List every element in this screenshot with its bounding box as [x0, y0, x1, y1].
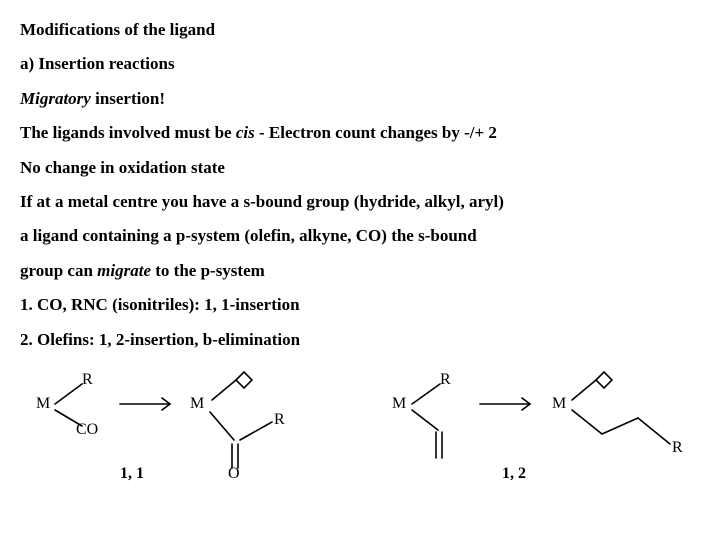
right-M2: M	[552, 394, 566, 413]
left-O: O	[228, 464, 240, 483]
sbound-line: If at a metal centre you have a s-bound …	[20, 192, 700, 212]
item-2: 2. Olefins: 1, 2-insertion, b-eliminatio…	[20, 330, 700, 350]
cis-word: cis	[236, 123, 255, 142]
migratory-word: Migratory	[20, 89, 91, 108]
left-R2: R	[274, 410, 285, 429]
caption-1-1: 1, 1	[120, 464, 144, 483]
right-R1: R	[440, 370, 451, 389]
left-M1: M	[36, 394, 50, 413]
nochange-line: No change in oxidation state	[20, 158, 700, 178]
psystem-line: a ligand containing a p-system (olefin, …	[20, 226, 700, 246]
left-R1: R	[82, 370, 93, 389]
migrate-word: migrate	[97, 261, 151, 280]
group-pre: group can	[20, 261, 97, 280]
diagram-1-1: M R CO M R O 1, 1	[20, 364, 350, 484]
title: Modifications of the ligand	[20, 20, 700, 40]
group-post: to the p-system	[151, 261, 265, 280]
caption-1-2: 1, 2	[502, 464, 526, 483]
migrate-line: group can migrate to the p-system	[20, 261, 700, 281]
right-R2: R	[672, 438, 683, 457]
cis-line: The ligands involved must be cis - Elect…	[20, 123, 700, 143]
cis-post: - Electron count changes by -/+ 2	[255, 123, 497, 142]
migratory-line: Migratory insertion!	[20, 89, 700, 109]
item-1: 1. CO, RNC (isonitriles): 1, 1-insertion	[20, 295, 700, 315]
diagrams-row: M R CO M R O 1, 1	[20, 364, 700, 484]
migratory-post: insertion!	[91, 89, 165, 108]
left-CO: CO	[76, 420, 98, 439]
diagram-1-2: M R M R 1, 2	[370, 364, 710, 484]
section-a: a) Insertion reactions	[20, 54, 700, 74]
cis-pre: The ligands involved must be	[20, 123, 236, 142]
left-M2: M	[190, 394, 204, 413]
right-M1: M	[392, 394, 406, 413]
